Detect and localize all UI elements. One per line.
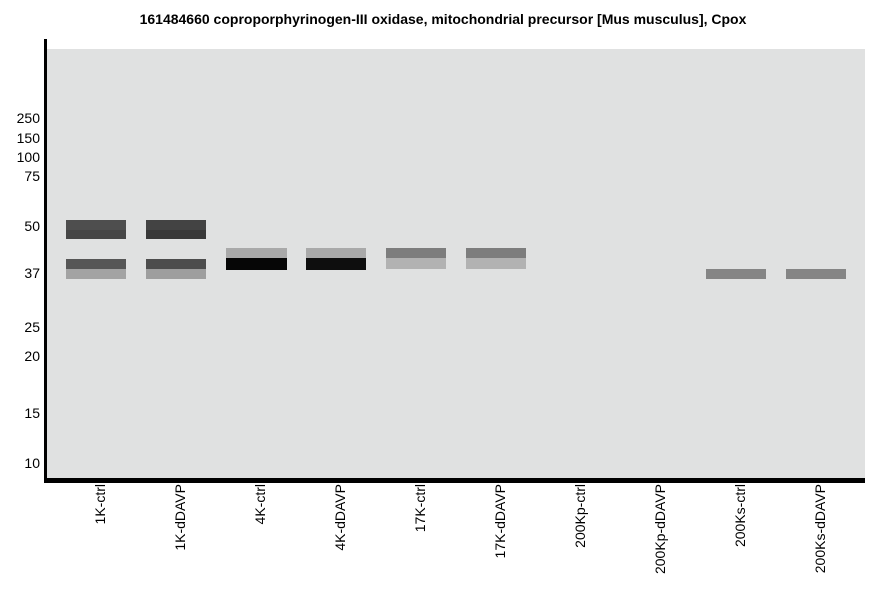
- x-axis-lane-label: 17K-dDAVP: [492, 484, 508, 559]
- gel-band: [466, 258, 526, 269]
- y-axis-line: [44, 39, 47, 483]
- gel-band: [66, 259, 126, 269]
- figure-title: 161484660 coproporphyrinogen-III oxidase…: [139, 11, 747, 27]
- gel-band: [146, 259, 206, 269]
- x-axis-lane-label: 200Ks-dDAVP: [812, 484, 828, 574]
- gel-band: [66, 269, 126, 279]
- gel-band: [66, 220, 126, 230]
- y-axis-tick-label: 75: [24, 168, 40, 184]
- x-axis-lane-label: 200Kp-dDAVP: [652, 484, 668, 575]
- gel-band: [226, 258, 287, 270]
- gel-band: [66, 230, 126, 239]
- gel-band: [706, 269, 766, 279]
- gel-band: [146, 230, 206, 239]
- gel-band: [466, 248, 526, 258]
- y-axis-tick-label: 10: [24, 455, 40, 471]
- gel-band: [786, 269, 846, 279]
- x-axis-lane-label: 4K-dDAVP: [332, 484, 348, 551]
- x-axis-lane-label: 1K-dDAVP: [172, 484, 188, 551]
- y-axis-tick-label: 37: [24, 265, 40, 281]
- gel-band: [306, 248, 366, 258]
- y-axis-tick-label: 25: [24, 319, 40, 335]
- y-axis-tick-label: 100: [16, 149, 40, 165]
- gel-band: [306, 258, 366, 270]
- x-axis-lane-label: 17K-ctrl: [412, 484, 428, 533]
- gel-band: [226, 248, 287, 258]
- gel-band: [386, 258, 446, 269]
- y-axis-tick-label: 250: [16, 110, 40, 126]
- gel-band: [146, 269, 206, 279]
- x-axis-lane-label: 200Ks-ctrl: [732, 484, 748, 548]
- y-axis-tick-label: 50: [24, 218, 40, 234]
- x-axis-lane-label: 4K-ctrl: [252, 484, 268, 525]
- x-axis-lane-label: 200Kp-ctrl: [572, 484, 588, 548]
- x-axis-line: [44, 478, 865, 483]
- y-axis-tick-label: 150: [16, 130, 40, 146]
- gel-band: [386, 248, 446, 258]
- x-axis-lane-label: 1K-ctrl: [92, 484, 108, 525]
- gel-band: [146, 220, 206, 230]
- y-axis-tick-label: 20: [24, 348, 40, 364]
- y-axis-tick-label: 15: [24, 405, 40, 421]
